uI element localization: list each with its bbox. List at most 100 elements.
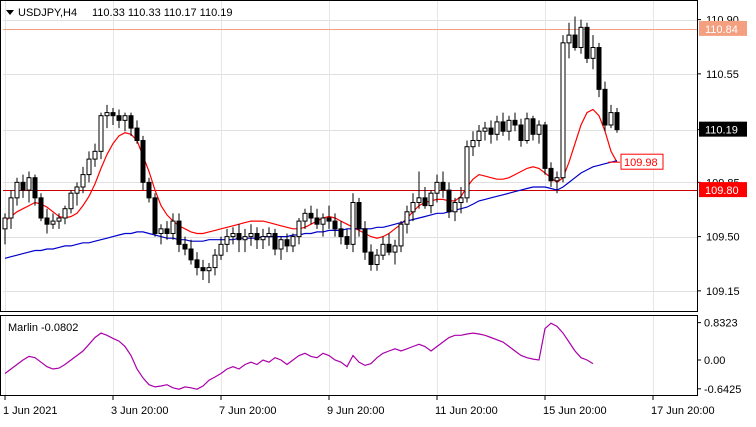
x-tick-label: 7 Jun 20:00 [219,405,277,417]
candle [374,249,380,271]
bullish-candle-body [290,236,296,247]
candle [386,233,392,256]
bearish-candle-body [236,233,242,241]
bullish-candle-body [230,233,236,238]
bullish-candle-body [224,236,230,245]
candle [14,177,20,206]
bearish-candle-body [584,26,590,59]
bullish-candle-body [434,181,440,194]
candle [308,205,314,225]
bullish-candle-body [590,47,596,59]
bullish-candle-body [86,158,92,176]
candle [326,205,332,229]
bearish-candle-body [338,228,344,238]
marlin-oscillator [4,322,594,390]
indicator-tick-label: 0.00 [704,355,725,367]
bearish-candle-body [140,140,146,183]
candle [554,171,560,194]
bearish-candle-body [20,181,26,191]
bearish-candle-body [182,243,188,250]
price-tag-box [699,20,747,36]
bullish-candle-body [428,192,434,207]
bearish-candle-body [446,189,452,213]
bearish-candle-body [254,233,260,241]
bullish-candle-body [554,177,560,182]
candle [362,221,368,260]
candle [62,205,68,225]
candle [404,205,410,234]
moving-average-line [4,160,618,259]
candle [278,236,284,260]
bullish-candle-body [578,26,584,48]
bullish-candle-body [380,243,386,256]
bearish-candle-body [512,119,518,126]
bearish-candle-body [344,236,350,245]
bullish-candle-body [248,233,254,238]
candle [20,174,26,198]
bullish-candle-body [14,181,20,199]
time-axis: 1 Jun 2021 3 Jun 20:00 7 Jun 20:00 9 Jun 20… [3,396,715,417]
candle [26,171,32,203]
candle [134,120,140,144]
candle [380,236,386,260]
candle [398,221,404,253]
collapse-triangle-icon[interactable] [6,10,14,15]
bearish-candle-body [356,202,362,230]
bearish-candle-body [44,217,50,225]
bullish-candle-body [56,217,62,222]
x-tick-label: 3 Jun 20:00 [111,405,169,417]
bullish-candle-body [470,140,476,148]
candle [314,208,320,229]
candle [494,115,500,141]
candle [80,166,86,194]
candle [464,140,470,203]
bullish-candle-body [464,146,470,199]
bearish-candle-body [152,197,158,235]
candle [266,227,272,246]
bullish-candle-body [494,121,500,135]
bullish-candle-body [476,130,482,141]
candle [548,162,554,187]
x-tick-label: 9 Jun 20:00 [327,405,385,417]
indicator-tick-label: 0.8323 [704,318,738,330]
callout-box [620,153,664,170]
bullish-candle-body [524,118,530,142]
callout-price-label: 109.98 [624,157,658,169]
candle [410,193,416,222]
candle [128,112,134,136]
bearish-candle-body [200,267,206,272]
bearish-candle-body [500,121,506,132]
candle [614,107,620,133]
bearish-candle-body [542,124,548,169]
bearish-candle-body [164,228,170,235]
candlesticks [2,16,620,284]
candle [578,19,584,54]
y-tick-label: 109.15 [706,286,740,298]
bullish-candle-body [608,112,614,126]
candle [182,236,188,256]
candle [572,16,578,51]
candle [32,174,38,206]
bullish-candle-body [98,115,104,152]
candle [230,227,236,245]
bullish-candle-body [80,174,86,188]
candle [320,213,326,237]
candle [86,151,92,183]
candle [458,187,464,214]
bullish-candle-body [74,186,80,194]
candle [536,120,542,144]
candle [8,190,14,229]
candle [146,177,152,203]
candle [272,228,278,256]
candle [152,193,158,237]
candle [584,22,590,63]
price-tag-label: 110.19 [705,125,738,137]
bearish-candle-body [332,220,338,230]
ohlc-values: 110.33 110.33 110.17 110.19 [92,7,232,19]
candle [590,35,596,70]
price-tag-label: 110.84 [705,24,738,36]
candle [218,236,224,260]
bearish-candle-body [530,118,536,135]
